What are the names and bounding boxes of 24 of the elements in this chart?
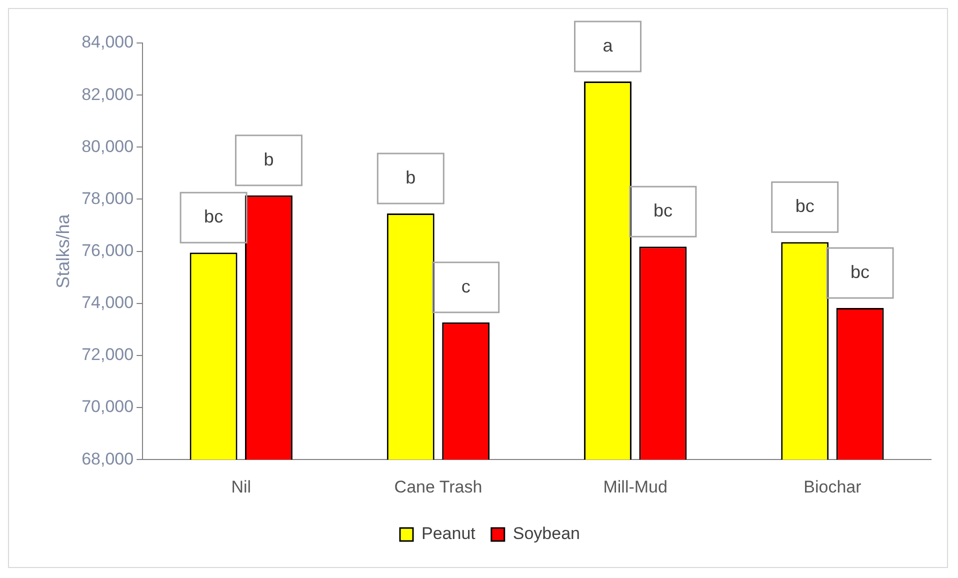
- y-axis-title: Stalks/ha: [52, 213, 73, 288]
- y-tick-label: 70,000: [82, 397, 134, 416]
- annotation: bc: [850, 262, 870, 282]
- y-tick-label: 84,000: [82, 32, 134, 52]
- annotation: bc: [204, 206, 224, 227]
- y-tick-label: 78,000: [82, 188, 134, 208]
- y-tick-label: 68,000: [82, 449, 134, 468]
- legend-label: Peanut: [422, 524, 476, 544]
- x-tick-label: Cane Trash: [394, 477, 482, 496]
- y-tick-label: 74,000: [82, 293, 134, 312]
- x-tick-label: Biochar: [804, 477, 862, 496]
- annotation: bc: [795, 196, 814, 216]
- y-tick-label: 76,000: [82, 240, 134, 260]
- y-tick-label: 72,000: [82, 345, 134, 364]
- annotation: c: [461, 276, 470, 296]
- y-tick-label: 82,000: [82, 84, 134, 104]
- annotation: b: [406, 168, 416, 188]
- annotation: b: [264, 149, 274, 170]
- x-tick-label: Mill-Mud: [603, 477, 668, 496]
- x-tick-label: Nil: [231, 477, 252, 496]
- y-tick-label: 80,000: [82, 136, 134, 156]
- annotation: a: [602, 36, 614, 56]
- annotation: bc: [653, 200, 672, 221]
- legend-label: Soybean: [512, 524, 580, 544]
